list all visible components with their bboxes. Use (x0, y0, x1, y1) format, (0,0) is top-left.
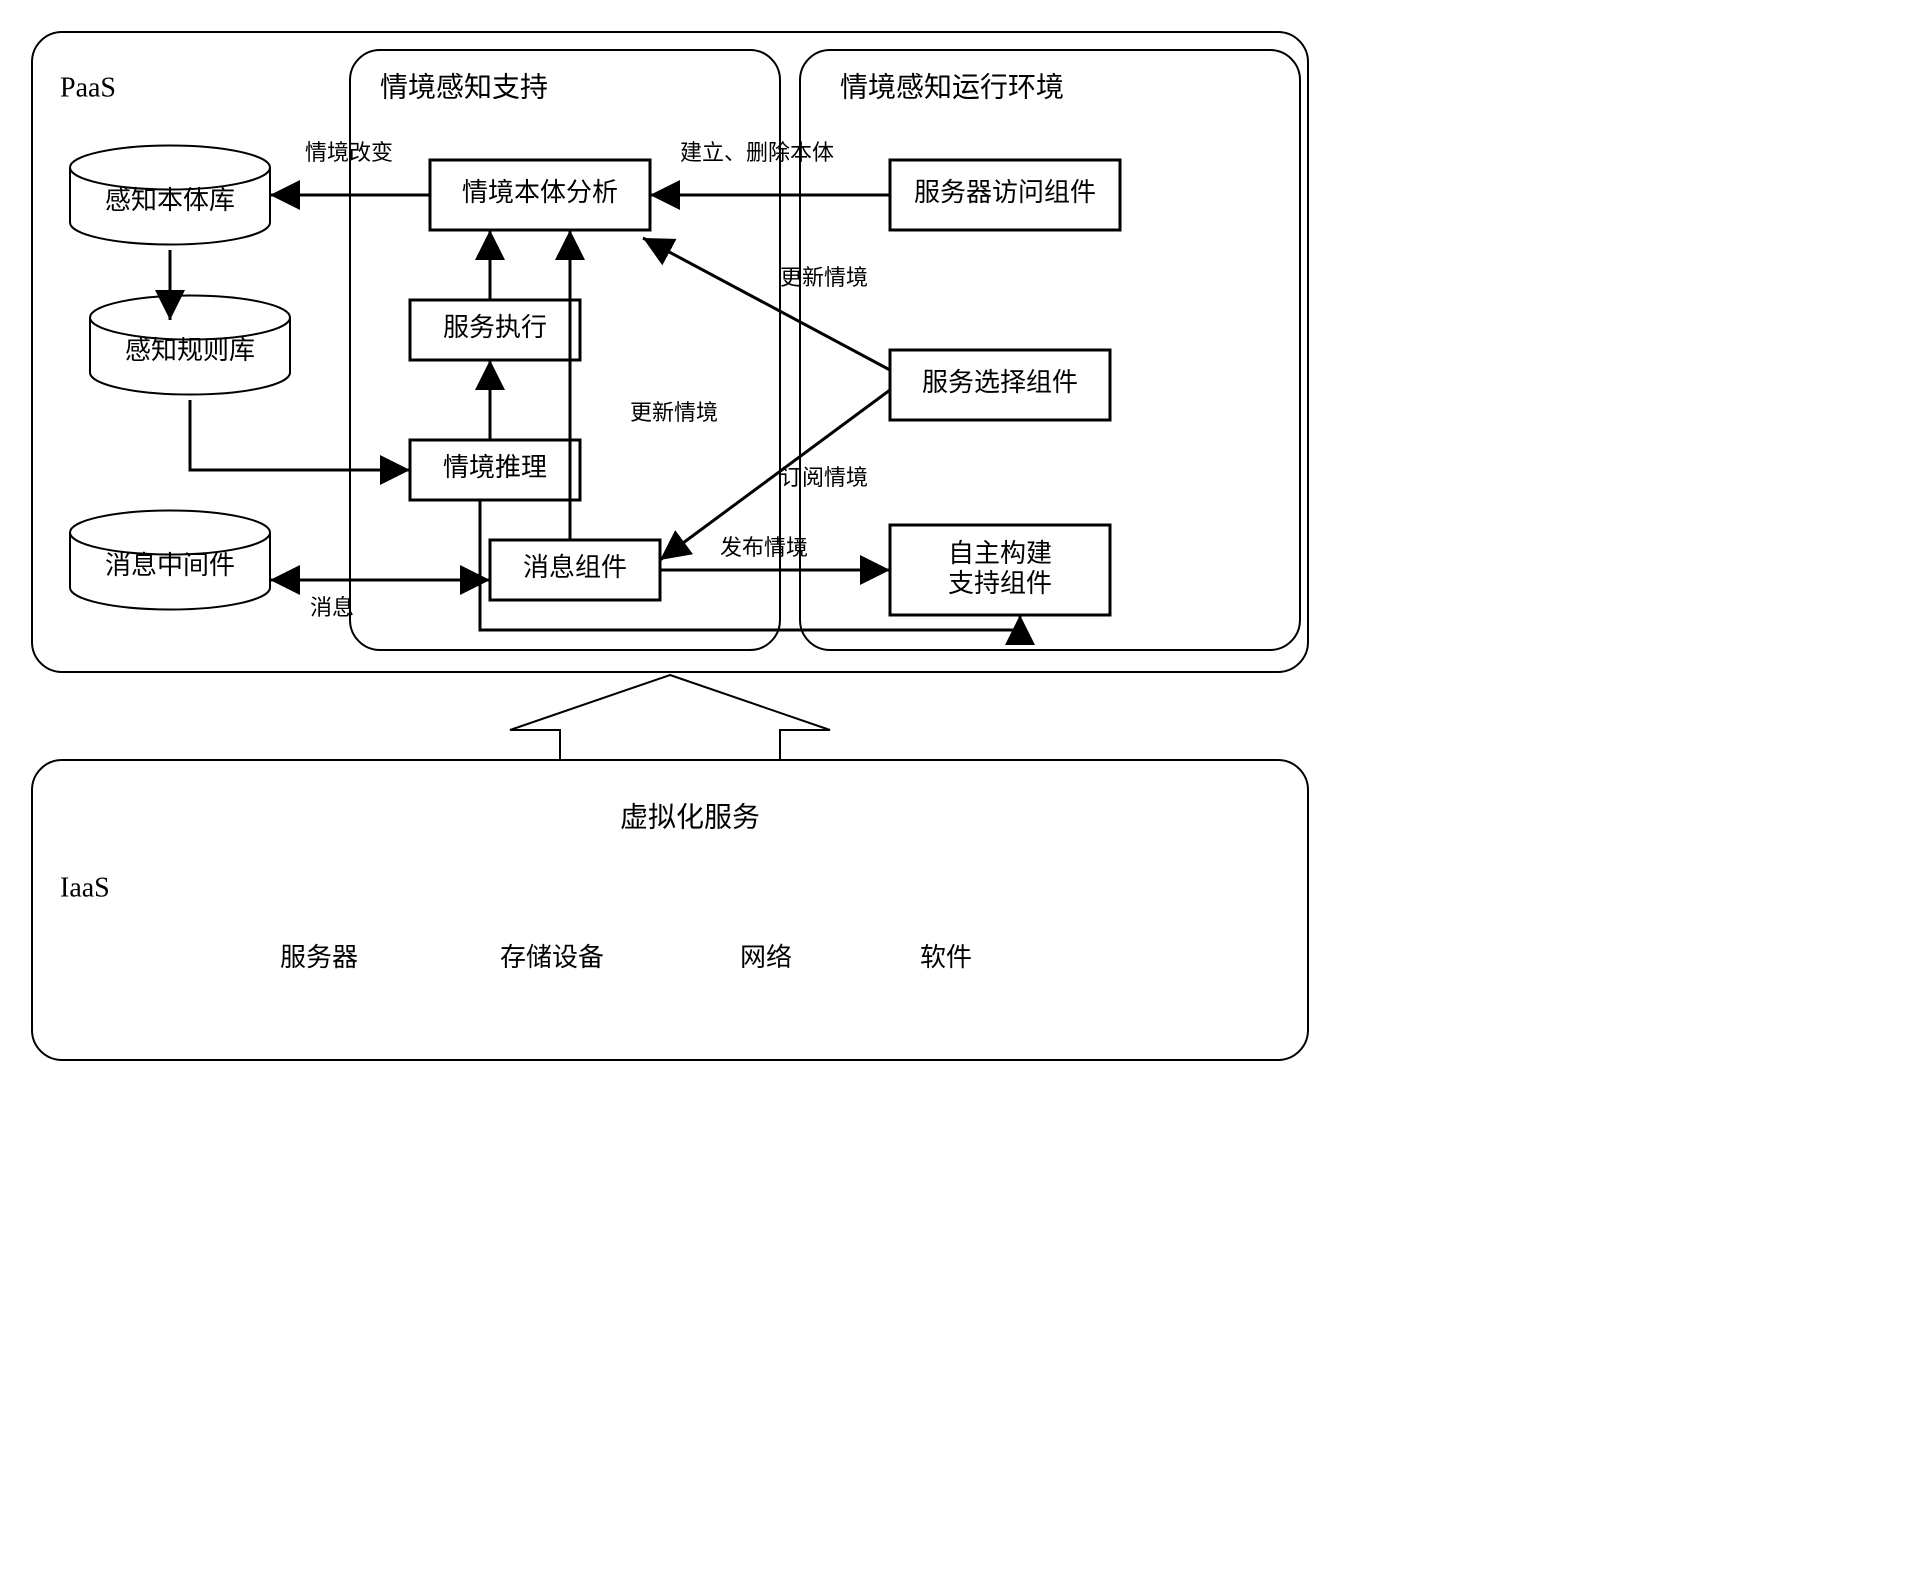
svg-text:软件: 软件 (920, 943, 972, 972)
svg-text:自主构建: 自主构建 (948, 539, 1052, 568)
svg-text:情境感知运行环境: 情境感知运行环境 (840, 71, 1064, 103)
svg-text:IaaS: IaaS (60, 872, 110, 903)
svg-text:感知本体库: 感知本体库 (105, 186, 235, 215)
svg-text:存储设备: 存储设备 (500, 943, 604, 972)
svg-text:消息组件: 消息组件 (523, 553, 627, 582)
svg-text:更新情境: 更新情境 (780, 265, 868, 290)
svg-text:消息中间件: 消息中间件 (105, 551, 235, 580)
svg-text:情境感知支持: 情境感知支持 (380, 71, 548, 103)
svg-text:情境改变: 情境改变 (305, 140, 393, 165)
svg-text:订阅情境: 订阅情境 (780, 465, 868, 490)
svg-text:支持组件: 支持组件 (948, 569, 1052, 598)
svg-text:建立、删除本体: 建立、删除本体 (680, 140, 834, 165)
svg-text:服务器访问组件: 服务器访问组件 (914, 178, 1096, 207)
svg-text:消息: 消息 (310, 595, 354, 620)
svg-text:服务器: 服务器 (280, 943, 358, 972)
svg-text:情境本体分析: 情境本体分析 (462, 178, 618, 207)
architecture-diagram: PaaS 情境感知支持 情境感知运行环境 IaaS 感知本体库感知规则库消息中间件 情境本… (20, 20, 1320, 1080)
svg-text:情境推理: 情境推理 (443, 453, 547, 482)
svg-text:发布情境: 发布情境 (720, 535, 808, 560)
svg-text:更新情境: 更新情境 (630, 400, 718, 425)
svg-text:PaaS: PaaS (60, 72, 116, 103)
svg-text:服务选择组件: 服务选择组件 (922, 368, 1078, 397)
svg-text:虚拟化服务: 虚拟化服务 (620, 801, 760, 833)
svg-text:感知规则库: 感知规则库 (125, 336, 255, 365)
svg-text:网络: 网络 (740, 943, 792, 972)
svg-text:服务执行: 服务执行 (443, 313, 547, 342)
